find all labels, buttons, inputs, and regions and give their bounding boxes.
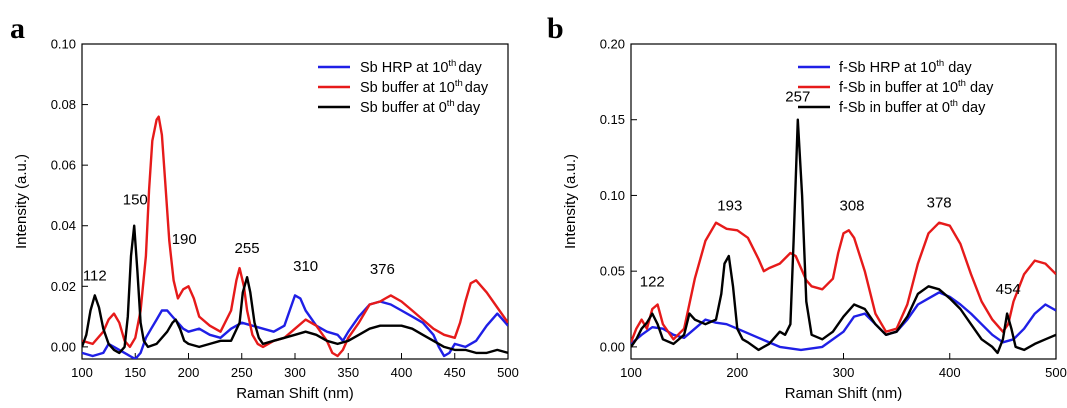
legend-b-label-2: f-Sb in buffer at 10th day (839, 78, 994, 96)
x-tick-label-a-5: 350 (337, 365, 359, 380)
y-tick-label-a-1: 0.02 (51, 279, 76, 294)
x-tick-label-a-2: 200 (178, 365, 200, 380)
legend-a-label-2: Sb buffer at 10th day (360, 78, 489, 96)
peak-label-a-3: 190 (172, 231, 197, 248)
panel-b-plot: 100 200 300 400 500 0.00 0.05 0.10 0.15 0.20 Raman… (562, 37, 1067, 403)
peak-label-a-4: 255 (235, 240, 260, 257)
x-tick-label-b-4: 500 (1045, 365, 1067, 380)
peak-label-b-6: 454 (996, 281, 1021, 298)
series-line-a-2 (82, 115, 508, 358)
y-tick-label-a-2: 0.04 (51, 218, 76, 233)
x-axis-label-a: Raman Shift (nm) (236, 385, 354, 402)
legend-b-label-1: f-Sb HRP at 10th day (839, 58, 972, 76)
series-line-b-2 (631, 221, 1056, 343)
x-axis-label-b: Raman Shift (nm) (785, 385, 903, 402)
peak-label-a-2: 150 (123, 192, 148, 209)
y-tick-label-a-4: 0.08 (51, 97, 76, 112)
y-tick-label-b-3: 0.15 (600, 112, 625, 127)
panel-a-legend: Sb HRP at 10th day Sb buffer at 10th day S… (318, 58, 489, 116)
x-tick-label-a-8: 500 (497, 365, 519, 380)
panel-b-letter: b (547, 12, 564, 45)
peak-label-b-2: 193 (717, 198, 742, 215)
peak-label-b-4: 308 (839, 198, 864, 215)
legend-a-label-3: Sb buffer at 0th day (360, 98, 481, 116)
x-tick-label-a-4: 300 (284, 365, 306, 380)
peak-label-b-3: 257 (785, 89, 810, 106)
y-axis-label-b: Intensity (a.u.) (562, 154, 579, 249)
x-tick-label-b-0: 100 (620, 365, 642, 380)
series-line-a-3 (82, 224, 508, 355)
panel-a: a 100 150 200 250 300 350 400 450 500 0.00 0.02 0.0… (10, 12, 519, 402)
panel-b-legend: f-Sb HRP at 10th day f-Sb in buffer at 1… (798, 58, 994, 116)
peak-label-a-6: 376 (370, 261, 395, 278)
y-tick-label-a-5: 0.10 (51, 37, 76, 52)
x-tick-label-b-1: 200 (726, 365, 748, 380)
series-line-a-1 (82, 294, 508, 359)
x-tick-label-b-2: 300 (833, 365, 855, 380)
y-tick-label-a-3: 0.06 (51, 158, 76, 173)
x-tick-label-a-0: 100 (71, 365, 93, 380)
x-tick-label-a-6: 400 (391, 365, 413, 380)
series-line-b-1 (631, 291, 1056, 352)
peak-label-b-1: 122 (640, 273, 665, 290)
peak-label-a-1: 112 (83, 267, 107, 284)
x-tick-label-b-3: 400 (939, 365, 961, 380)
y-tick-label-b-0: 0.00 (600, 339, 625, 354)
y-tick-label-b-1: 0.05 (600, 264, 625, 279)
panel-a-plot: 100 150 200 250 300 350 400 450 500 0.00 0.02 0.04 0… (13, 37, 519, 403)
peak-label-b-5: 378 (927, 195, 952, 212)
y-tick-label-a-0: 0.00 (51, 339, 76, 354)
legend-b-label-3: f-Sb in buffer at 0th day (839, 98, 986, 116)
series-line-b-3 (631, 118, 1056, 355)
x-tick-label-a-1: 150 (124, 365, 146, 380)
x-tick-label-a-7: 450 (444, 365, 466, 380)
y-tick-label-b-4: 0.20 (600, 37, 625, 52)
panel-b: b 100 200 300 400 500 0.00 0.05 0.10 0.15 0.20 Ram… (547, 12, 1067, 402)
panel-a-letter: a (10, 12, 25, 45)
peak-label-a-5: 310 (293, 258, 318, 275)
x-tick-label-a-3: 250 (231, 365, 253, 380)
y-axis-label-a: Intensity (a.u.) (13, 154, 30, 249)
y-tick-label-b-2: 0.10 (600, 188, 625, 203)
legend-a-label-1: Sb HRP at 10th day (360, 58, 482, 76)
